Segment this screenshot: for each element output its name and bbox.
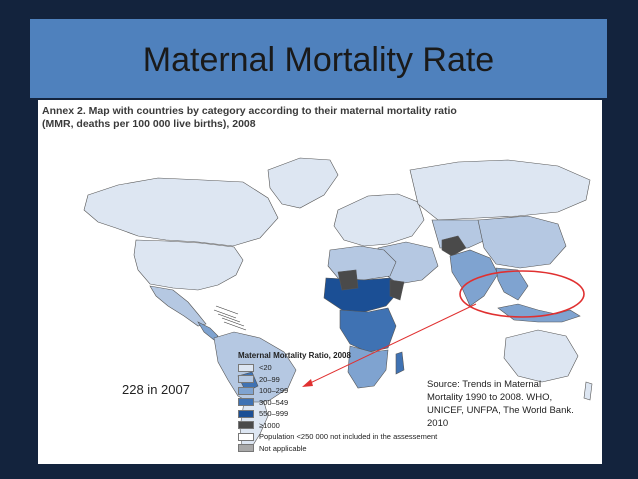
legend-swatch [238,363,254,372]
legend-swatch [238,409,254,418]
legend-item: <20 [238,362,488,374]
russia [409,159,591,221]
north-america-north [83,177,279,247]
legend-swatch [238,398,254,407]
greenland [267,157,339,209]
legend-label: Population <250 000 not included in the … [259,432,438,442]
madagascar [395,351,405,375]
south-asia [449,249,499,307]
annotation-text-2007: 228 in 2007 [122,382,190,397]
usa [133,239,244,291]
somalia [389,279,405,301]
figure-title-line2: (MMR, deaths per 100 000 live births), 2… [42,118,256,130]
map-figure: Annex 2. Map with countries by category … [38,100,602,464]
title-bar: Maternal Mortality Rate [30,19,607,98]
legend-label: 20–99 [259,374,280,384]
figure-title-line1: Annex 2. Map with countries by category … [42,105,457,117]
legend-label: <20 [259,363,272,373]
south-america-north [213,331,297,405]
southern-africa [347,345,389,389]
caribbean [213,305,247,331]
legend-item: Population <250 000 not included in the … [238,431,488,443]
sudan-chad [337,269,359,291]
legend-swatch [238,432,254,441]
legend-title: Maternal Mortality Ratio, 2008 [238,351,351,360]
source-note: Source: Trends in Maternal Mortality 199… [427,379,574,429]
legend-swatch [238,386,254,395]
central-africa [339,307,397,353]
legend-item: ≥1000 [238,420,488,432]
legend-label: Not applicable [259,443,307,453]
legend-label: ≥1000 [259,420,280,430]
legend-label: 100–299 [259,386,289,396]
afghanistan [441,235,467,257]
southeast-asia [495,267,529,301]
indonesia-highlight-ellipse [459,270,585,318]
new-zealand [583,381,593,401]
legend-item: 300–549 [238,397,488,409]
europe [333,193,425,247]
legend-item: 550–999 [238,408,488,420]
legend-label: 550–999 [259,409,289,419]
world-map [83,157,593,451]
slide-title: Maternal Mortality Rate [142,41,495,79]
map-legend: Maternal Mortality Ratio, 2008 <20 20–99… [238,351,488,454]
australia [503,329,579,383]
figure-title: Annex 2. Map with countries by category … [42,105,462,131]
legend-label: 300–549 [259,397,289,407]
legend-item: Not applicable [238,443,488,455]
china [477,215,567,269]
legend-swatch [238,421,254,430]
annotation-arrow-line [305,303,477,386]
legend-swatch [238,444,254,453]
legend-swatch [238,375,254,384]
annotation-arrow-head [302,379,313,387]
legend-item: 100–299 [238,385,488,397]
legend-item: 20–99 [238,374,488,386]
